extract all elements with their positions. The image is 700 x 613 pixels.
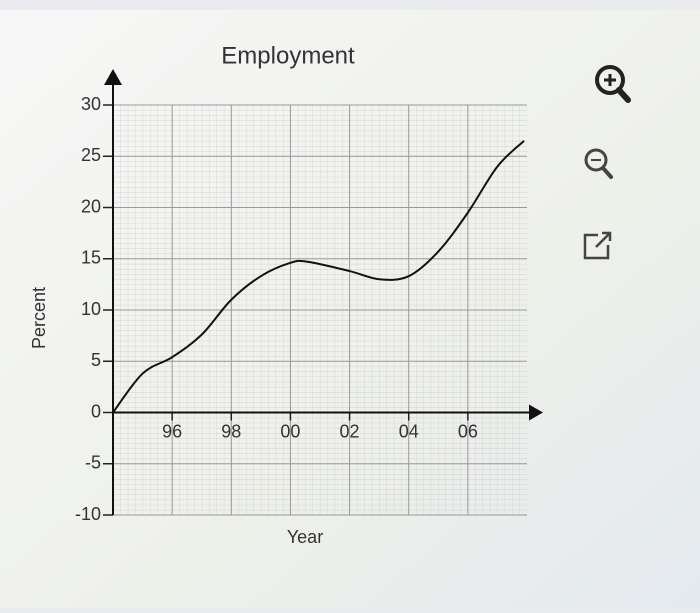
y-tick-label: 25 [81,145,101,165]
y-tick-label: 15 [81,248,101,268]
line [112,140,525,414]
y-axis-label: Percent [29,287,49,349]
y-tick-label: 0 [91,401,101,421]
y-tick-label: 5 [91,350,101,370]
y-tick-label: -5 [85,453,101,473]
x-tick-label: 06 [458,421,478,441]
popout-button[interactable] [583,231,612,260]
y-tick-label: 20 [81,196,101,216]
y-axis-arrow [104,69,122,85]
y-tick-label: 10 [81,299,101,319]
x-axis-label: Year [287,527,323,547]
x-tick-label: 98 [221,421,241,441]
x-tick-label: 04 [399,421,419,441]
x-tick-label: 00 [280,421,300,441]
zoom-in-button[interactable] [595,65,631,103]
x-axis-arrow [529,404,543,421]
y-tick-label: -10 [75,504,101,524]
x-tick-label: 02 [340,421,360,441]
chart-title: Employment [221,42,355,69]
y-tick-label: 30 [81,94,101,114]
x-tick-label: 96 [162,421,182,441]
zoom-out-button[interactable] [584,148,613,179]
